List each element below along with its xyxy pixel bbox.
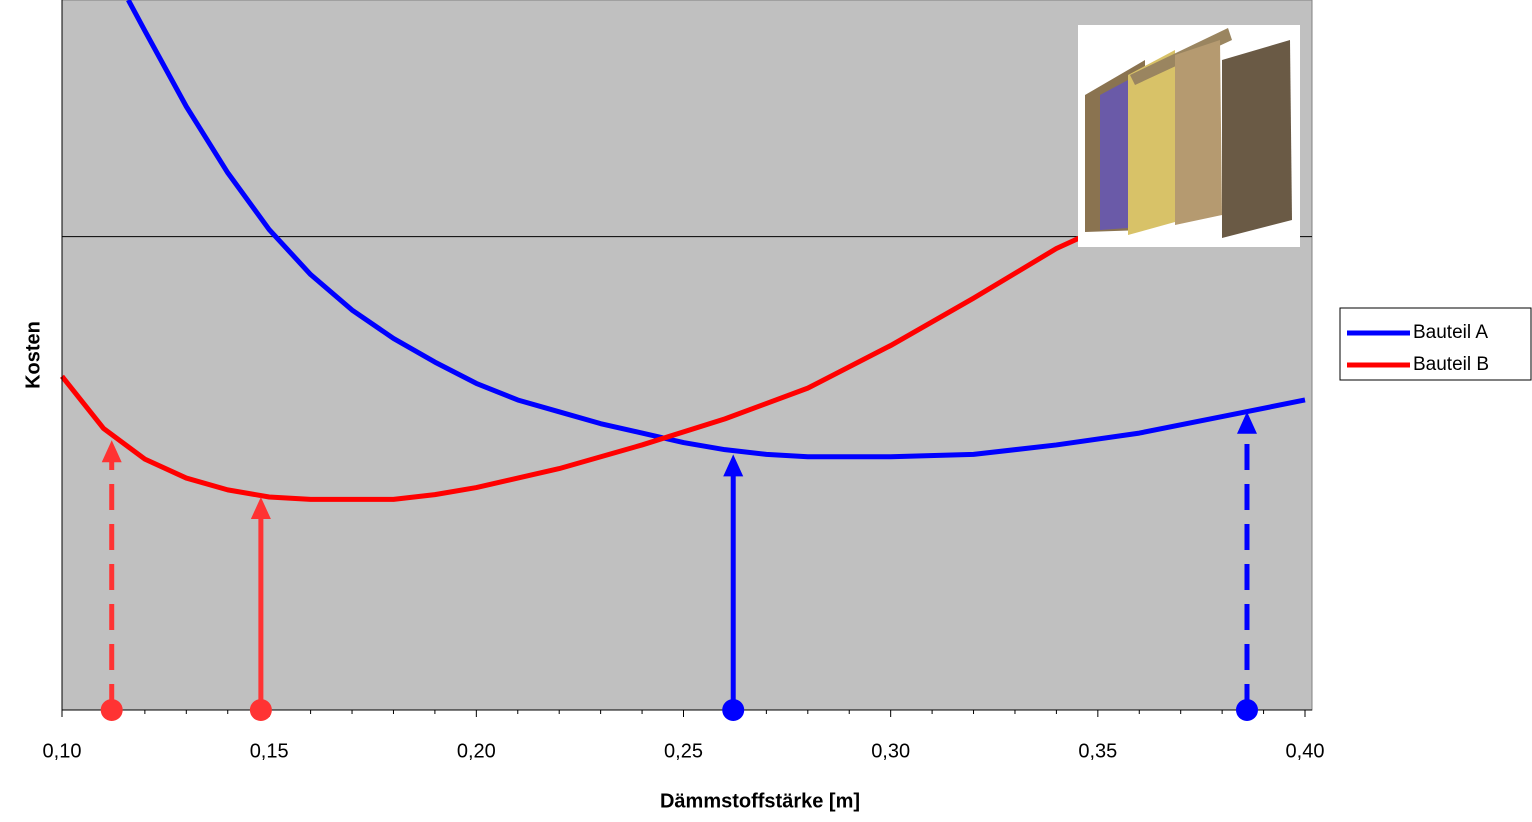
marker-dot <box>1235 699 1258 721</box>
x-tick-label: 0,20 <box>457 740 496 762</box>
marker-arrowhead <box>250 497 271 519</box>
x-tick-label: 0,40 <box>1286 740 1325 762</box>
line-series <box>126 0 1306 460</box>
marker-arrowhead <box>101 440 122 463</box>
marker-arrowhead <box>723 454 744 477</box>
legend-label: Bauteil B <box>1413 354 1489 375</box>
x-axis-label: Dämmstoffstärke [m] <box>660 790 860 812</box>
legend <box>1339 307 1532 381</box>
x-tick-label: 0,35 <box>1078 740 1117 762</box>
marker-dot <box>249 699 272 721</box>
x-tick-label: 0,30 <box>871 740 910 762</box>
x-tick-label: 0,10 <box>43 740 82 762</box>
inset-image <box>1078 25 1300 247</box>
line-series <box>60 149 1286 502</box>
marker-arrowhead <box>1236 411 1257 434</box>
legend-label: Bauteil A <box>1413 322 1488 343</box>
marker-dot <box>100 699 123 721</box>
y-axis-label: Kosten <box>22 321 44 389</box>
marker-dot <box>722 699 745 721</box>
x-tick-label: 0,25 <box>664 740 703 762</box>
x-tick-label: 0,15 <box>250 740 289 762</box>
